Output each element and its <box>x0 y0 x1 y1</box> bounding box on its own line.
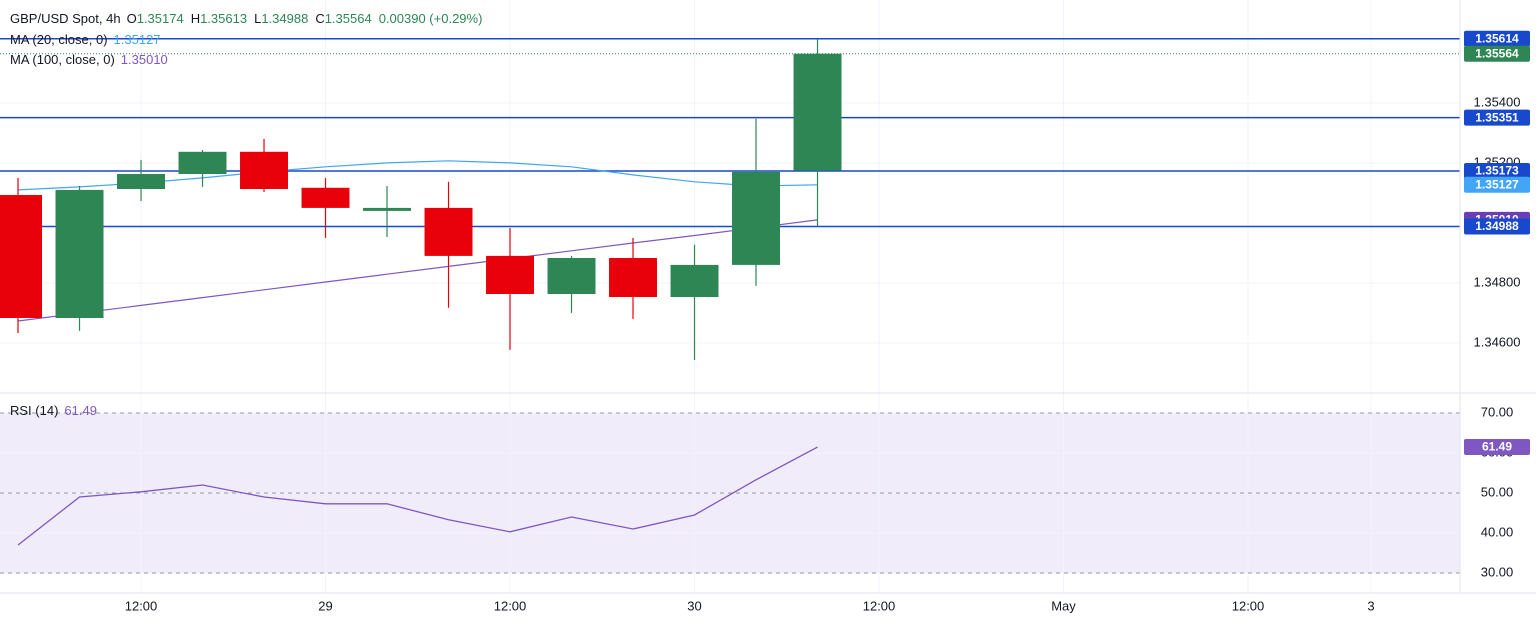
price-label: 1.35127 <box>1475 177 1519 191</box>
ohlc-key: O <box>126 11 137 26</box>
x-tick-label: 29 <box>318 598 332 613</box>
symbol-title: GBP/USD Spot, 4h <box>10 11 121 26</box>
y-tick-label: 50.00 <box>1481 484 1514 499</box>
price-label-box <box>1464 109 1530 126</box>
candle-body <box>732 171 780 265</box>
x-tick-label: 3 <box>1367 598 1374 613</box>
candle-body <box>363 207 412 211</box>
ohlc-key: L <box>254 11 262 26</box>
candle-body <box>670 264 719 297</box>
candle-body <box>793 53 842 171</box>
pane <box>0 393 1460 593</box>
rsi-legend: RSI (14) 61.49 <box>10 403 101 418</box>
indicator-name: RSI (14) <box>10 403 59 418</box>
candle-body <box>117 174 166 189</box>
ohlc-value: 1.35174 <box>136 11 184 26</box>
price-label-box <box>1464 439 1530 456</box>
y-tick-label: 1.35400 <box>1474 94 1521 109</box>
candle-body <box>609 258 657 297</box>
ohlc-value: 1.35564 <box>324 11 372 26</box>
price-label: 1.35173 <box>1475 164 1519 178</box>
price-legend: GBP/USD Spot, 4h O1.35174 H1.35613 L1.34988… <box>10 9 486 71</box>
ohlc-key: C <box>315 11 325 26</box>
legend-row: GBP/USD Spot, 4h O1.35174 H1.35613 L1.34988… <box>10 9 486 30</box>
x-tick-label: 30 <box>687 598 701 613</box>
moving-average <box>17 219 818 322</box>
candle-body <box>547 258 596 294</box>
legend-row: MA (100, close, 0) 1.35010 <box>10 50 486 71</box>
x-tick-label: 12:00 <box>863 598 896 613</box>
y-tick-label: 1.34600 <box>1474 334 1521 349</box>
y-tick-label: 40.00 <box>1481 524 1514 539</box>
price-label: 61.49 <box>1482 440 1512 454</box>
price-label-box <box>1464 176 1530 193</box>
y-tick-label: 30.00 <box>1481 564 1514 579</box>
x-tick-label: 12:00 <box>494 598 527 613</box>
legend-row: MA (20, close, 0) 1.35127 <box>10 30 486 51</box>
ohlc-value: 1.34988 <box>261 11 309 26</box>
candle-body <box>240 151 289 189</box>
candle-body <box>486 255 535 294</box>
price-label-box <box>1464 30 1530 47</box>
indicator-name: MA (100, close, 0) <box>10 52 115 67</box>
candle-body <box>0 195 43 318</box>
pane <box>0 0 1460 393</box>
x-tick-label: May <box>1051 598 1076 613</box>
ohlc-value: 1.35613 <box>200 11 248 26</box>
indicator-value: 61.49 <box>64 403 97 418</box>
x-tick-label: 12:00 <box>1232 598 1265 613</box>
rsi-line <box>17 446 818 546</box>
price-label: 1.35614 <box>1475 31 1519 45</box>
legend-row: RSI (14) 61.49 <box>10 403 101 418</box>
candle-body <box>178 151 227 174</box>
price-label: 1.34988 <box>1475 219 1519 233</box>
price-label-box <box>1464 218 1530 235</box>
price-label: 1.35564 <box>1475 46 1519 60</box>
x-tick-label: 12:00 <box>125 598 158 613</box>
y-tick-label: 70.00 <box>1481 404 1514 419</box>
y-tick-label: 1.34800 <box>1474 274 1521 289</box>
candle-body <box>424 207 473 256</box>
price-label: 1.35351 <box>1475 110 1519 124</box>
indicator-value: 1.35010 <box>120 52 168 67</box>
change: 0.00390 (+0.29%) <box>378 11 483 26</box>
candle-body <box>55 189 104 318</box>
price-label-box <box>1464 163 1530 179</box>
price-label-box <box>1464 45 1530 62</box>
indicator-name: MA (20, close, 0) <box>10 31 108 47</box>
candle-body <box>301 187 350 208</box>
indicator-value: 1.35127 <box>113 31 161 47</box>
ohlc-key: H <box>190 11 201 26</box>
